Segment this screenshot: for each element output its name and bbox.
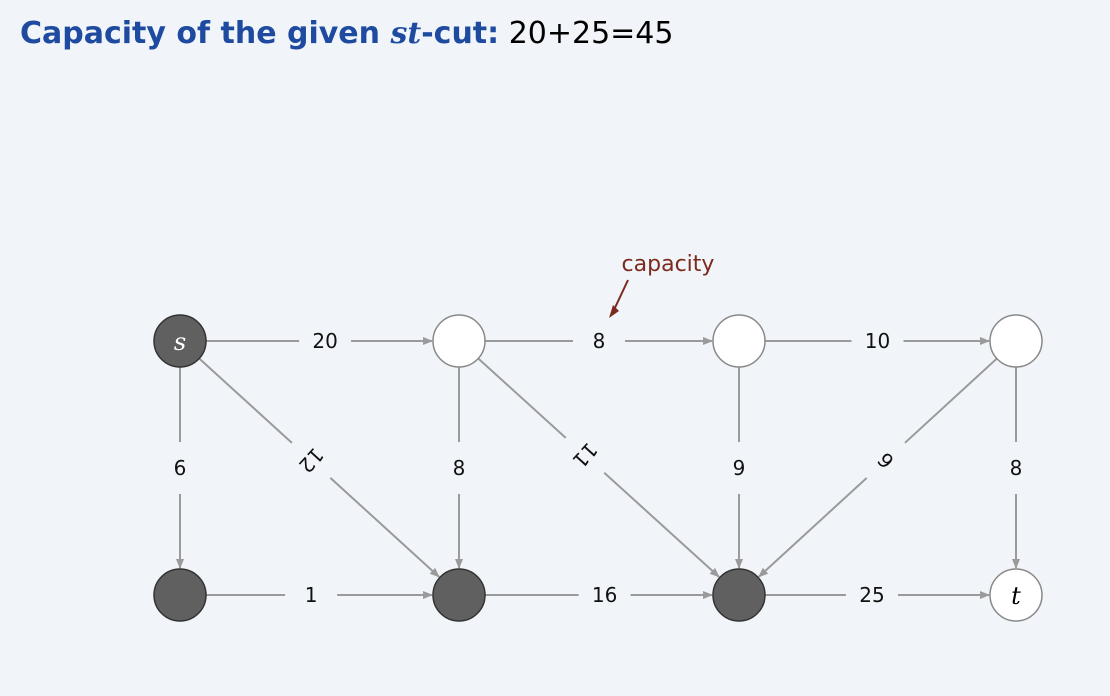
edge-capacity-label: 6 xyxy=(873,448,899,474)
node-circle xyxy=(989,314,1043,368)
node-label: s xyxy=(174,328,186,356)
edge-a-f: 11 xyxy=(477,357,720,578)
edge-capacity-label: 11 xyxy=(568,438,603,473)
edge-capacity-label: 25 xyxy=(859,583,884,607)
edge-s-a: 20 xyxy=(206,329,433,353)
edge-s-e: 12 xyxy=(198,357,440,578)
node-circle xyxy=(153,314,207,368)
title-value: 20+25=45 xyxy=(508,16,674,51)
edge-capacity-label: 8 xyxy=(453,456,466,480)
edge-segment xyxy=(904,357,998,444)
edge-a-e: 8 xyxy=(453,367,466,569)
node-t: t xyxy=(989,568,1043,622)
node-circle xyxy=(432,314,486,368)
edge-d-e: 1 xyxy=(206,583,433,607)
edge-c-t: 8 xyxy=(1010,367,1023,569)
node-d xyxy=(153,568,207,622)
edge-e-f: 16 xyxy=(485,583,713,607)
edge-arrow-segment xyxy=(329,477,440,578)
edge-capacity-label: 16 xyxy=(592,583,617,607)
node-circle xyxy=(712,314,766,368)
edge-capacity-label: 10 xyxy=(865,329,890,353)
title-prefix: Capacity of the given xyxy=(20,16,391,51)
annotation-layer: capacity xyxy=(609,252,714,318)
node-circle xyxy=(712,568,766,622)
node-s: s xyxy=(153,314,207,368)
edge-segment xyxy=(477,357,567,439)
edge-capacity-label: 20 xyxy=(312,329,337,353)
edge-b-c: 10 xyxy=(765,329,990,353)
page-title: Capacity of the given st-cut: 20+25=45 xyxy=(20,14,673,54)
edge-capacity-label: 12 xyxy=(294,443,329,478)
edge-b-f: 9 xyxy=(733,367,746,569)
title-suffix: -cut: xyxy=(421,16,500,51)
node-a xyxy=(432,314,486,368)
edge-f-t: 25 xyxy=(765,583,990,607)
nodes-layer: st xyxy=(153,314,1043,622)
edge-c-f: 6 xyxy=(758,357,998,578)
capacity-annotation: capacity xyxy=(622,252,715,277)
node-e xyxy=(432,568,486,622)
node-label: t xyxy=(1011,582,1021,610)
edge-capacity-label: 8 xyxy=(1010,456,1023,480)
capacity-annotation-arrow xyxy=(612,279,629,313)
node-circle xyxy=(432,568,486,622)
edge-s-d: 6 xyxy=(174,367,187,569)
node-b xyxy=(712,314,766,368)
node-f xyxy=(712,568,766,622)
capacity-annotation-arrowhead xyxy=(609,305,619,318)
edges-layer: 20 8 10 6 12 8 11 9 6 8 1 16 25 xyxy=(174,329,1023,607)
edge-capacity-label: 6 xyxy=(174,456,187,480)
edge-capacity-label: 8 xyxy=(593,329,606,353)
edge-capacity-label: 9 xyxy=(733,456,746,480)
edge-segment xyxy=(198,357,293,444)
node-circle xyxy=(989,568,1043,622)
edge-arrow-segment xyxy=(603,472,720,578)
title-italic: st xyxy=(390,16,422,51)
edge-arrow-segment xyxy=(758,477,868,578)
edge-a-b: 8 xyxy=(485,329,713,353)
node-circle xyxy=(153,568,207,622)
node-c xyxy=(989,314,1043,368)
edge-capacity-label: 1 xyxy=(305,583,318,607)
